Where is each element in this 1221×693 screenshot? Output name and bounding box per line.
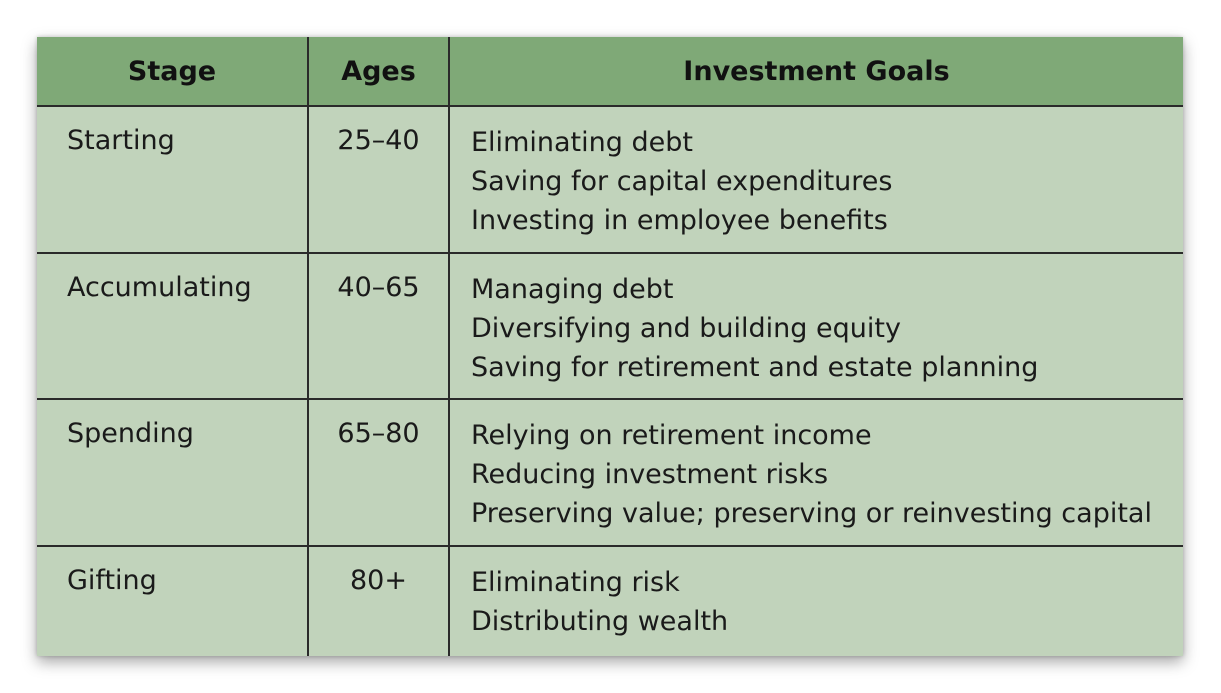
goals-cell: Managing debt Diversifying and building … [448, 252, 1183, 401]
header-ages: Ages [307, 37, 449, 107]
stage-cell: Spending [37, 399, 308, 547]
stage-cell: Accumulating [37, 252, 308, 401]
header-stage: Stage [37, 37, 308, 107]
goal-item: Investing in employee benefits [471, 205, 888, 236]
goal-item: Diversifying and building equity [471, 312, 901, 344]
table-row: Accumulating 40–65 Managing debt Diversi… [37, 252, 1183, 401]
stage-cell: Starting [37, 106, 308, 254]
ages-cell: 25–40 [307, 106, 449, 254]
ages-cell: 40–65 [307, 252, 449, 401]
ages-cell: 65–80 [307, 399, 449, 547]
goals-cell: Eliminating debt Saving for capital expe… [448, 106, 1183, 254]
goal-item: Eliminating debt [471, 127, 693, 158]
goal-item: Managing debt [471, 273, 674, 305]
ages-cell: 80+ [307, 545, 449, 656]
goals-cell: Eliminating risk Distributing wealth [448, 545, 1183, 656]
goal-item: Preserving value; preserving or reinvest… [471, 498, 1152, 530]
goal-item: Reducing investment risks [471, 459, 829, 491]
table-header-row: Stage Ages Investment Goals [37, 37, 1183, 107]
goal-item: Eliminating risk [471, 566, 680, 598]
header-investment-goals: Investment Goals [448, 37, 1183, 107]
goal-item: Saving for retirement and estate plannin… [471, 351, 1039, 383]
table-row: Gifting 80+ Eliminating risk Distributin… [37, 545, 1183, 656]
goal-item: Relying on retirement income [471, 420, 872, 452]
table-row: Starting 25–40 Eliminating debt Saving f… [37, 106, 1183, 254]
investment-stages-table: Stage Ages Investment Goals Starting 25–… [37, 37, 1183, 656]
goal-item: Saving for capital expenditures [471, 166, 893, 197]
investment-stages-table-container: Stage Ages Investment Goals Starting 25–… [37, 37, 1183, 656]
goal-item: Distributing wealth [471, 605, 729, 637]
table-row: Spending 65–80 Relying on retirement inc… [37, 399, 1183, 547]
goals-cell: Relying on retirement income Reducing in… [448, 399, 1183, 547]
stage-cell: Gifting [67, 564, 157, 596]
